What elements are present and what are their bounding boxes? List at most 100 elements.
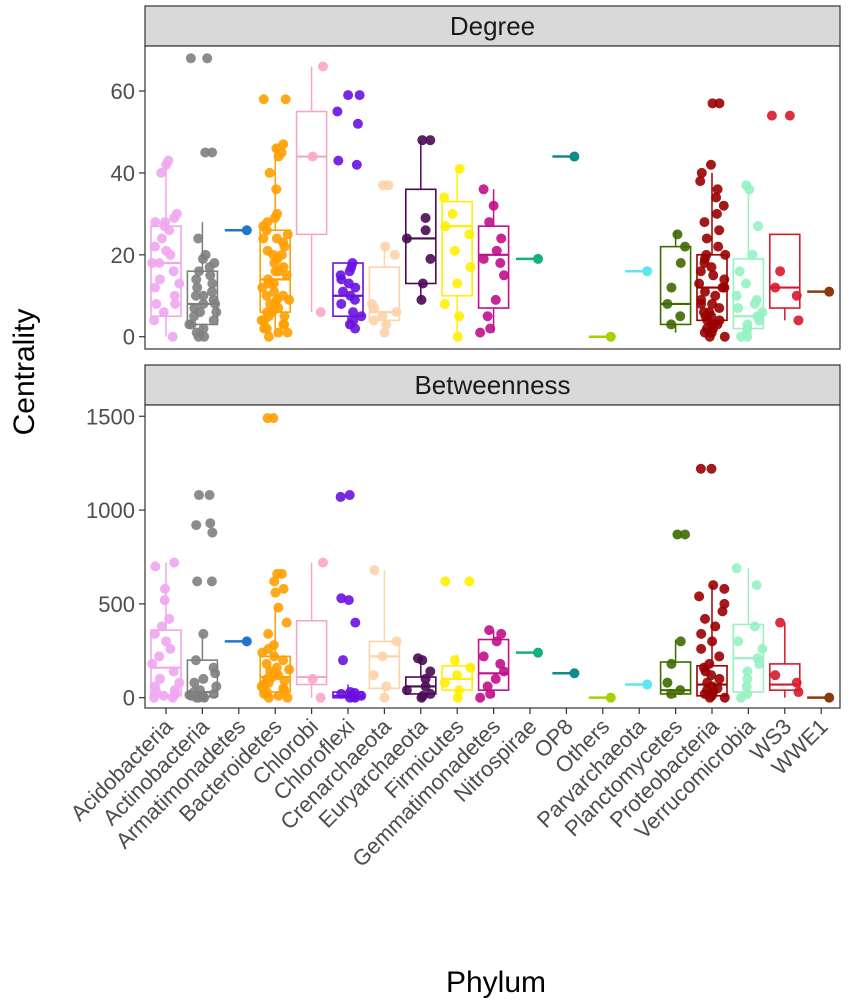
data-point <box>368 315 379 326</box>
betweenness-group-op8 <box>552 668 580 679</box>
data-point <box>207 278 218 289</box>
data-point <box>452 331 463 342</box>
data-point <box>160 217 171 228</box>
betweenness-group-crenarchaeota <box>368 565 402 703</box>
box-iqr <box>295 619 328 686</box>
data-point <box>440 576 451 587</box>
data-point <box>269 286 280 297</box>
data-point <box>332 106 343 117</box>
data-point <box>666 688 677 699</box>
data-point <box>389 249 400 260</box>
data-point <box>345 687 356 698</box>
data-point <box>417 278 428 289</box>
data-point <box>705 159 716 170</box>
data-point <box>447 208 458 219</box>
data-point <box>200 249 211 260</box>
data-point <box>439 677 450 688</box>
data-point <box>273 602 284 613</box>
data-point <box>356 311 367 322</box>
data-point <box>533 647 543 658</box>
data-point <box>741 180 752 191</box>
data-point <box>149 241 160 252</box>
data-point <box>749 621 760 632</box>
data-point <box>696 643 707 654</box>
data-point <box>165 643 176 654</box>
data-point <box>793 315 804 326</box>
data-point <box>752 653 763 664</box>
data-point <box>694 591 705 602</box>
data-point <box>156 167 167 178</box>
degree-panel-border <box>144 45 841 350</box>
data-point <box>416 294 427 305</box>
betweenness-group-parvarchaeota <box>625 679 653 690</box>
data-point <box>662 677 673 688</box>
data-point <box>740 278 751 289</box>
data-point <box>775 266 786 277</box>
data-point <box>343 90 354 101</box>
data-point <box>751 294 762 305</box>
data-point <box>189 303 200 314</box>
data-point <box>161 245 172 256</box>
betweenness-group-firmicutes <box>439 576 476 703</box>
data-point <box>425 253 436 264</box>
data-point <box>704 307 715 318</box>
data-point <box>734 266 745 277</box>
data-point <box>714 315 725 326</box>
degree-group-others <box>588 331 616 342</box>
data-point <box>336 298 347 309</box>
data-point <box>719 583 730 594</box>
data-point <box>496 233 507 244</box>
data-point <box>205 518 216 529</box>
data-point <box>824 286 835 297</box>
betweenness-group-chlorobi <box>295 557 328 703</box>
data-point <box>284 664 295 675</box>
data-point <box>731 563 742 574</box>
data-point <box>719 282 730 293</box>
data-point <box>282 692 293 703</box>
data-point <box>336 688 347 699</box>
data-point <box>195 685 206 696</box>
data-point <box>381 681 392 692</box>
data-point <box>706 463 717 474</box>
data-point <box>666 319 677 330</box>
data-point <box>672 229 683 240</box>
box-iqr <box>477 225 510 309</box>
data-point <box>485 323 496 334</box>
data-point <box>149 628 160 639</box>
data-point <box>495 258 506 269</box>
betweenness-group-proteobacteria <box>694 463 730 703</box>
data-point <box>464 229 475 240</box>
data-point <box>168 266 179 277</box>
data-point <box>272 208 283 219</box>
data-point <box>278 655 289 666</box>
data-point <box>350 617 361 628</box>
data-point <box>569 151 580 162</box>
degree-group-op8 <box>552 151 580 162</box>
data-point <box>191 274 202 285</box>
data-point <box>282 327 293 338</box>
degree-group-acidobacteria <box>147 155 185 342</box>
data-point <box>366 298 377 309</box>
data-point <box>156 233 167 244</box>
data-point <box>315 692 326 703</box>
phylum-category-labels: AcidobacteriaActinobacteriaArmatimonadet… <box>66 708 833 872</box>
data-point <box>206 286 217 297</box>
data-point <box>757 643 768 654</box>
degree-group-proteobacteria <box>694 98 731 342</box>
data-point <box>499 270 510 281</box>
data-point <box>708 270 719 281</box>
data-point <box>824 692 835 703</box>
data-point <box>147 258 158 269</box>
data-point <box>174 278 185 289</box>
data-point <box>205 270 216 281</box>
data-point <box>271 233 282 244</box>
data-point <box>710 621 721 632</box>
data-point <box>718 200 729 211</box>
box-iqr <box>441 200 474 297</box>
data-point <box>169 685 180 696</box>
data-point <box>282 229 293 240</box>
betweenness-group-wwe1 <box>807 692 835 703</box>
data-point <box>417 135 428 146</box>
data-point <box>268 640 279 651</box>
betweenness-strip-label: Betweenness <box>414 370 570 400</box>
